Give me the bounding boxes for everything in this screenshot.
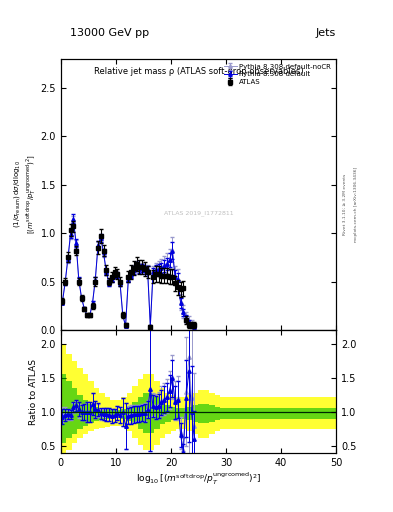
Text: Jets: Jets xyxy=(316,28,336,38)
Text: 13000 GeV pp: 13000 GeV pp xyxy=(70,28,150,38)
Text: Rivet 3.1.10; ≥ 3.2M events: Rivet 3.1.10; ≥ 3.2M events xyxy=(343,174,347,236)
Legend: Pythia 8.308 default-noCR, Pythia 8.308 default, ATLAS: Pythia 8.308 default-noCR, Pythia 8.308 … xyxy=(222,62,332,87)
Y-axis label: Ratio to ATLAS: Ratio to ATLAS xyxy=(29,358,38,424)
Text: Relative jet mass ρ (ATLAS soft-drop observables): Relative jet mass ρ (ATLAS soft-drop obs… xyxy=(94,67,303,76)
Text: mcplots.cern.ch [arXiv:1306.3436]: mcplots.cern.ch [arXiv:1306.3436] xyxy=(354,167,358,242)
X-axis label: $\log_{10}[(m^{\rm soft\,drop}/p_T^{\rm ungroomed})^2]$: $\log_{10}[(m^{\rm soft\,drop}/p_T^{\rm … xyxy=(136,471,261,487)
Y-axis label: $(1/\sigma_{\rm resum})\,{\rm d}\sigma/{\rm d}\log_{10}$
$[(m^{\rm soft\,drop}/p: $(1/\sigma_{\rm resum})\,{\rm d}\sigma/{… xyxy=(13,155,38,234)
Text: ATLAS 2019_I1772811: ATLAS 2019_I1772811 xyxy=(163,210,233,216)
